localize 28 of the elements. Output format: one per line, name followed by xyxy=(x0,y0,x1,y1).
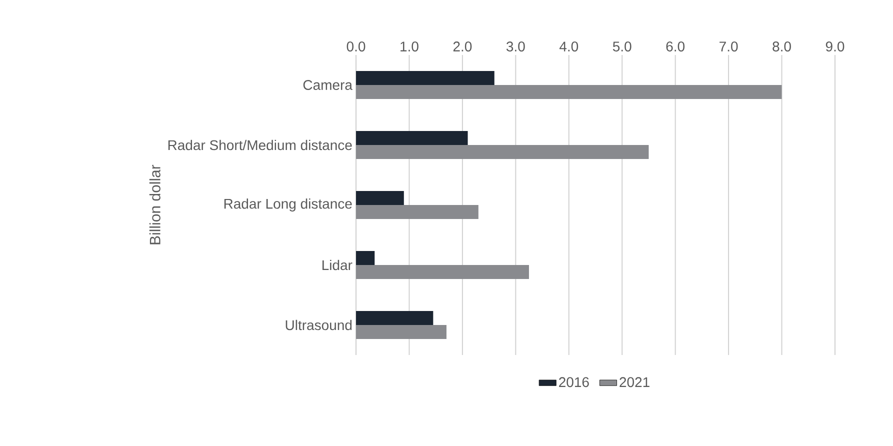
bar xyxy=(356,204,478,219)
x-tick-label: 2.0 xyxy=(453,42,472,52)
x-tick-label: 9.0 xyxy=(826,42,844,52)
bar xyxy=(356,264,529,279)
legend-label: 2021 xyxy=(620,377,650,388)
y-tick-label: Radar Short/Medium distance xyxy=(168,140,352,150)
x-tick-label: 7.0 xyxy=(720,42,738,52)
x-tick-label: 1.0 xyxy=(400,42,418,52)
y-tick-label: Camera xyxy=(303,80,352,90)
y-tick-label: Lidar xyxy=(322,260,352,270)
y-axis-title: Billion dollar xyxy=(149,164,160,244)
bar xyxy=(356,190,404,205)
x-tick-label: 6.0 xyxy=(666,42,685,52)
legend-label: 2016 xyxy=(559,377,589,388)
bar xyxy=(356,310,434,325)
x-tick-label: 8.0 xyxy=(772,42,791,52)
x-tick-label: 3.0 xyxy=(506,42,525,52)
y-tick-label: Radar Long distance xyxy=(224,198,352,212)
bar xyxy=(356,71,494,85)
x-tick-label: 0.0 xyxy=(346,42,366,52)
bar xyxy=(356,250,375,265)
bar xyxy=(356,85,782,99)
bar xyxy=(356,131,468,145)
x-tick-label: 5.0 xyxy=(612,42,632,52)
x-tick-label: 4.0 xyxy=(559,42,578,52)
bar xyxy=(356,144,649,159)
bar xyxy=(356,324,446,339)
y-tick-label: Ultrasound xyxy=(286,320,352,330)
